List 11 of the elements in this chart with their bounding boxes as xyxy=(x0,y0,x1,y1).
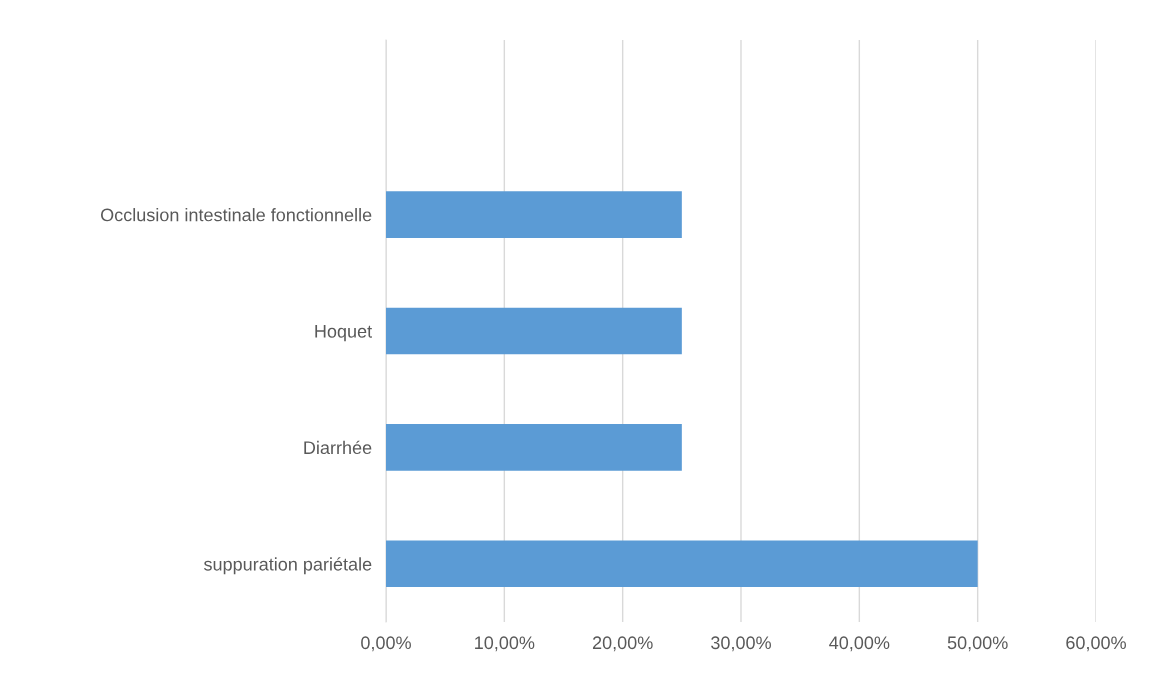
x-tick-label: 30,00% xyxy=(711,636,771,652)
y-tick-label: Occlusion intestinale fonctionnelle xyxy=(100,208,372,222)
x-tick-label: 40,00% xyxy=(829,636,890,652)
y-tick-label: Diarrhée xyxy=(304,440,372,455)
x-tick-label: 0,00% xyxy=(361,636,411,652)
y-tick-label: Hoquet xyxy=(315,325,372,342)
x-tick-label: 10,00% xyxy=(475,636,535,652)
y-tick-label: suppuration pariétale xyxy=(203,557,372,575)
x-tick-label: 50,00% xyxy=(947,636,1008,652)
x-tick-label: 60,00% xyxy=(1066,636,1126,652)
x-tick-label: 20,00% xyxy=(592,636,653,652)
